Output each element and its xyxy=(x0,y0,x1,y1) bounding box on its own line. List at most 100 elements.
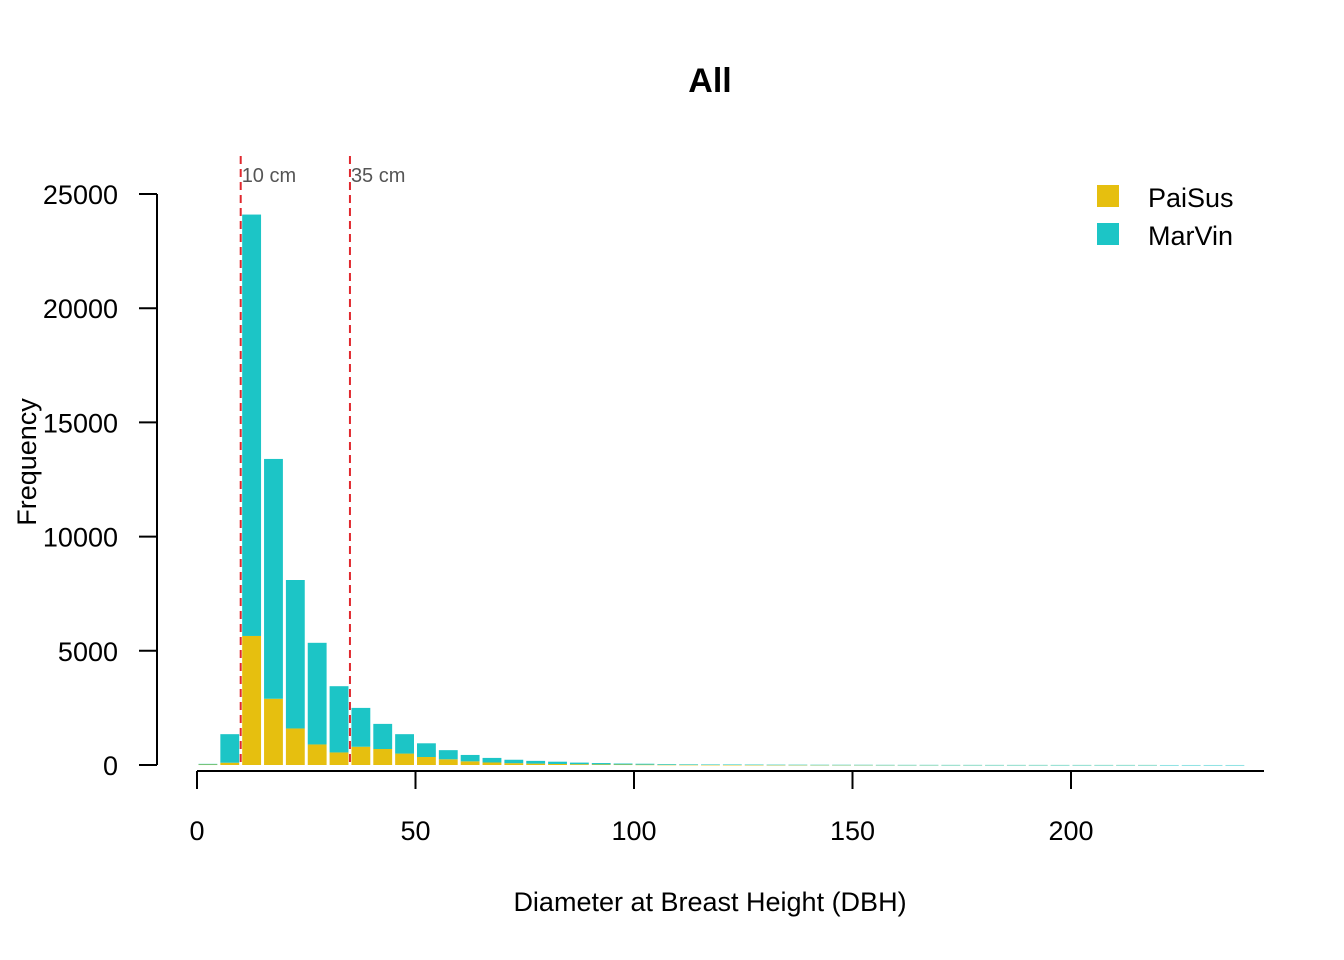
reference-lines-group: 10 cm 35 cm xyxy=(239,156,405,765)
bar-marvin-40 xyxy=(373,723,393,750)
y-tick-label-25000: 25000 xyxy=(43,180,118,210)
bar-marvin-235 xyxy=(1225,764,1245,766)
x-tick-label-50: 50 xyxy=(400,816,430,846)
bar-marvin-190 xyxy=(1028,764,1048,766)
bar-marvin-220 xyxy=(1159,764,1179,766)
bar-marvin-75 xyxy=(526,760,546,764)
bar-paisus-45 xyxy=(395,753,414,765)
bar-paisus-85 xyxy=(569,764,589,765)
bar-marvin-165 xyxy=(919,764,939,766)
bar-marvin-155 xyxy=(875,764,895,766)
x-axis: 0 50 100 150 200 xyxy=(189,770,1264,846)
bar-paisus-70 xyxy=(504,763,524,765)
bar-marvin-20 xyxy=(285,580,305,729)
bar-marvin-60 xyxy=(460,754,480,762)
bar-marvin-195 xyxy=(1050,764,1070,766)
y-tick-label-10000: 10000 xyxy=(43,523,118,553)
bar-marvin-175 xyxy=(963,764,983,766)
bar-paisus-125 xyxy=(744,764,764,766)
bar-marvin-160 xyxy=(897,764,917,766)
y-tick-label-5000: 5000 xyxy=(58,637,118,667)
bar-paisus-50 xyxy=(417,757,436,765)
bar-marvin-90 xyxy=(591,763,611,765)
bar-marvin-135 xyxy=(788,764,808,766)
bar-paisus-65 xyxy=(482,762,502,765)
bar-paisus-15 xyxy=(264,698,283,765)
bar-marvin-205 xyxy=(1094,764,1114,766)
bar-marvin-120 xyxy=(722,764,742,765)
bar-marvin-180 xyxy=(985,764,1004,766)
bar-marvin-210 xyxy=(1116,764,1136,766)
y-tick-label-15000: 15000 xyxy=(43,408,118,438)
reference-line-label-35: 35 cm xyxy=(351,165,405,187)
bar-marvin-45 xyxy=(395,734,414,754)
bar-paisus-105 xyxy=(657,764,677,766)
bar-marvin-95 xyxy=(613,763,633,765)
bar-marvin-85 xyxy=(569,762,589,765)
bar-paisus-130 xyxy=(766,764,786,766)
bar-paisus-25 xyxy=(307,744,327,765)
bar-marvin-225 xyxy=(1181,764,1201,766)
bar-marvin-110 xyxy=(679,764,699,765)
bar-marvin-105 xyxy=(657,764,677,765)
bar-paisus-60 xyxy=(460,761,480,765)
bars-group xyxy=(198,214,1245,766)
legend: PaiSus MarVin xyxy=(1097,183,1234,251)
bar-paisus-30 xyxy=(329,752,349,765)
bar-paisus-10 xyxy=(242,635,262,765)
bar-paisus-90 xyxy=(591,764,611,765)
bar-marvin-215 xyxy=(1138,764,1157,766)
bar-marvin-55 xyxy=(438,750,458,760)
bar-marvin-170 xyxy=(941,764,961,766)
bar-marvin-25 xyxy=(307,642,327,745)
legend-label-paisus: PaiSus xyxy=(1148,183,1234,213)
bar-paisus-100 xyxy=(635,764,655,766)
reference-line-label-10: 10 cm xyxy=(242,165,296,187)
bar-paisus-5 xyxy=(220,762,240,765)
bar-paisus-0 xyxy=(198,764,218,766)
y-tick-label-0: 0 xyxy=(103,751,118,781)
bar-paisus-120 xyxy=(722,764,742,766)
bar-marvin-15 xyxy=(264,458,283,699)
bar-paisus-75 xyxy=(526,763,546,765)
x-tick-label-0: 0 xyxy=(189,816,204,846)
bar-marvin-80 xyxy=(548,761,567,764)
y-tick-label-20000: 20000 xyxy=(43,294,118,324)
x-tick-label-100: 100 xyxy=(611,816,656,846)
bar-paisus-40 xyxy=(373,749,393,765)
bar-marvin-65 xyxy=(482,757,502,763)
x-axis-title: Diameter at Breast Height (DBH) xyxy=(513,887,906,917)
bar-marvin-0 xyxy=(198,763,218,765)
bar-marvin-100 xyxy=(635,763,655,765)
legend-swatch-paisus xyxy=(1097,185,1119,207)
bar-marvin-50 xyxy=(417,743,436,757)
bar-marvin-5 xyxy=(220,734,240,763)
bar-paisus-110 xyxy=(679,764,699,766)
bar-paisus-115 xyxy=(701,764,720,766)
bar-paisus-80 xyxy=(548,763,567,765)
y-axis-title: Frequency xyxy=(12,398,42,526)
bar-marvin-150 xyxy=(854,764,873,766)
x-tick-label-200: 200 xyxy=(1048,816,1093,846)
bar-marvin-70 xyxy=(504,759,524,764)
chart-title: All xyxy=(688,62,731,100)
bar-marvin-200 xyxy=(1072,764,1092,766)
y-axis: 0 5000 10000 15000 20000 25000 xyxy=(43,180,158,781)
bar-paisus-20 xyxy=(285,728,305,765)
x-tick-label-150: 150 xyxy=(830,816,875,846)
bar-marvin-125 xyxy=(744,764,764,766)
legend-label-marvin: MarVin xyxy=(1148,221,1233,251)
bar-marvin-35 xyxy=(351,707,371,747)
bar-paisus-55 xyxy=(438,759,458,765)
bar-marvin-230 xyxy=(1203,764,1223,766)
bar-marvin-115 xyxy=(701,764,720,765)
bar-marvin-30 xyxy=(329,686,349,753)
bar-paisus-95 xyxy=(613,764,633,766)
bar-paisus-35 xyxy=(351,746,371,765)
bar-marvin-185 xyxy=(1006,764,1026,766)
legend-swatch-marvin xyxy=(1097,223,1119,245)
bar-marvin-140 xyxy=(810,764,830,766)
bar-marvin-130 xyxy=(766,764,786,766)
bar-marvin-145 xyxy=(832,764,851,766)
